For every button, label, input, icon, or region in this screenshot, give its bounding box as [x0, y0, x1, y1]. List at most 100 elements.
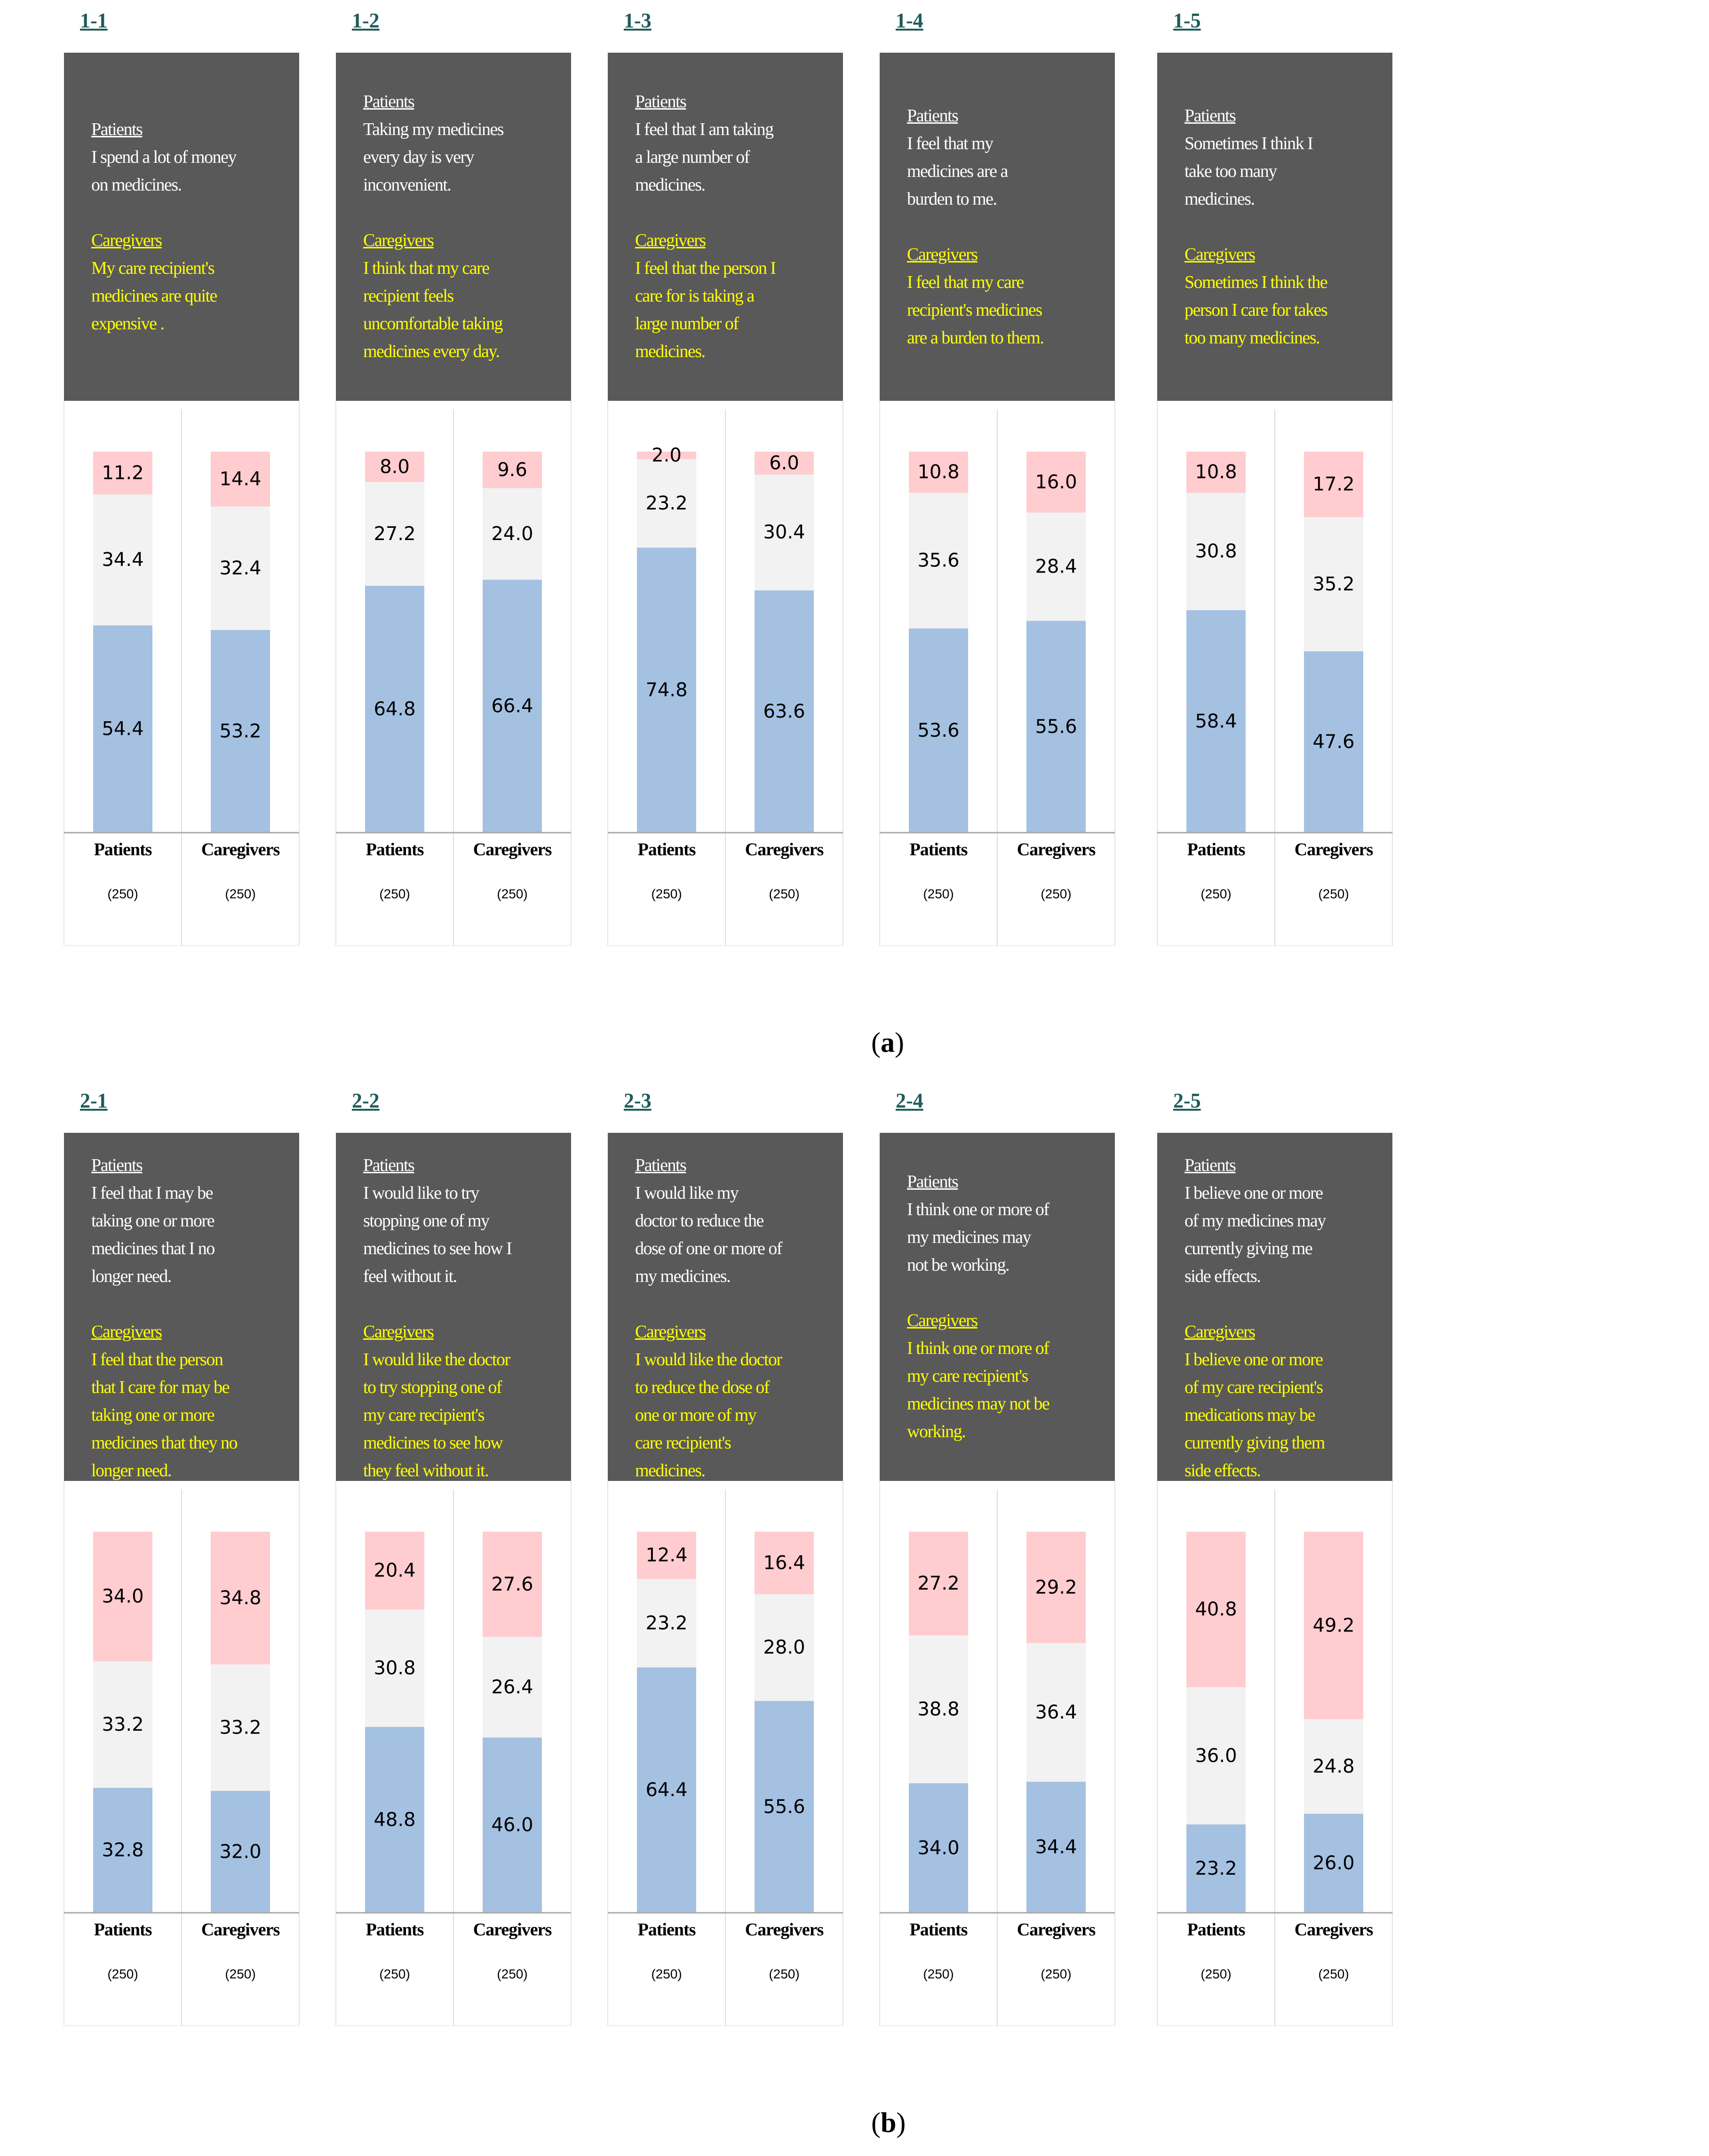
- data-label: 27.6: [491, 1574, 533, 1595]
- question-box: [608, 53, 843, 401]
- bar-segment-agree: [637, 1667, 696, 1913]
- data-label: 26.4: [491, 1676, 533, 1698]
- bar-segment-disagree: [637, 452, 696, 460]
- bar-segment-agree: [483, 1737, 542, 1913]
- question-text: Patients I would like my doctor to reduce …: [635, 1152, 783, 1485]
- x-tick-label: Patients: [638, 1920, 696, 1940]
- data-label: 11.2: [102, 462, 143, 484]
- patients-header: Patients: [91, 1155, 143, 1175]
- caregivers-statement-line: medicines that they no: [91, 1433, 238, 1453]
- patients-statement-line: side effects.: [1184, 1266, 1261, 1286]
- data-label: 35.6: [917, 550, 959, 572]
- x-tick-label: Caregivers: [1295, 840, 1373, 859]
- data-label: 40.8: [1195, 1599, 1237, 1620]
- patients-statement-line: inconvenient.: [363, 175, 452, 195]
- caregivers-statement-line: my care recipient's: [363, 1405, 485, 1425]
- bar-segment-neutral: [483, 1637, 542, 1738]
- data-label: 34.0: [917, 1837, 959, 1859]
- bar-segment-agree: [1186, 610, 1246, 833]
- bar-segment-disagree: [1304, 452, 1363, 517]
- data-label: 54.4: [102, 718, 143, 740]
- bar-segment-disagree: [211, 452, 270, 507]
- bar-segment-agree: [755, 1701, 814, 1913]
- data-label: 23.2: [1195, 1858, 1237, 1879]
- bar-segment-agree: [1304, 651, 1363, 833]
- caregivers-statement-line: are a burden to them.: [907, 328, 1044, 348]
- bar-segment-neutral: [637, 1579, 696, 1668]
- caregivers-statement-line: of my care recipient's: [1184, 1377, 1323, 1397]
- patients-statement-line: feel without it.: [363, 1266, 457, 1286]
- bar-segment-neutral: [755, 1594, 814, 1701]
- sample-size-label: (250): [923, 887, 954, 901]
- data-label: 9.6: [497, 459, 527, 481]
- caregivers-statement-line: medicines are quite: [91, 286, 217, 306]
- bar-segment-neutral: [93, 1661, 152, 1788]
- data-label: 10.8: [917, 461, 959, 483]
- caregivers-statement-line: medicines.: [635, 342, 706, 361]
- caregivers-header: Caregivers: [363, 231, 434, 250]
- data-label: 32.8: [102, 1839, 143, 1861]
- bar-segment-disagree: [1186, 1532, 1246, 1687]
- bar-segment-agree: [365, 586, 424, 833]
- caregivers-statement-line: I feel that the person I: [635, 258, 776, 278]
- caption-part: ): [894, 1027, 904, 1058]
- x-tick-label: Patients: [94, 840, 152, 859]
- patients-header: Patients: [907, 1172, 959, 1192]
- caregivers-statement-line: they feel without it.: [363, 1461, 489, 1480]
- x-tick-label: Caregivers: [473, 840, 552, 859]
- patients-statement-line: on medicines.: [91, 175, 182, 195]
- caregivers-header: Caregivers: [907, 1311, 978, 1330]
- data-label: 26.0: [1312, 1853, 1354, 1874]
- panel-id: 2-1: [80, 1089, 108, 1112]
- data-label: 48.8: [374, 1809, 415, 1830]
- x-tick-label: Patients: [910, 840, 968, 859]
- bar-segment-agree: [1304, 1814, 1363, 1913]
- bar-segment-neutral: [637, 459, 696, 548]
- data-label: 30.8: [374, 1657, 415, 1679]
- sample-size-label: (250): [651, 887, 682, 901]
- patients-statement-line: Taking my medicines: [363, 119, 504, 139]
- caregivers-statement-line: my care recipient's: [907, 1366, 1028, 1386]
- bar-segment-disagree: [365, 452, 424, 482]
- bar-segment-agree: [365, 1726, 424, 1913]
- bar-segment-neutral: [909, 493, 968, 629]
- question-text: Patients I feel that my medicines are a bur…: [907, 102, 1044, 352]
- question-box: [64, 1133, 299, 1481]
- data-label: 23.2: [645, 493, 687, 514]
- bar-segment-neutral: [755, 474, 814, 590]
- patients-statement-line: every day is very: [363, 147, 475, 167]
- caption-part: a: [880, 1027, 895, 1058]
- caregivers-header: Caregivers: [635, 231, 706, 250]
- x-tick-label: Patients: [910, 1920, 968, 1940]
- question-box: [1157, 1133, 1392, 1481]
- patients-statement-line: I spend a lot of money: [91, 147, 237, 167]
- bar-segment-neutral: [365, 1609, 424, 1727]
- caregivers-header: Caregivers: [363, 1322, 434, 1342]
- bar-segment-disagree: [909, 1532, 968, 1636]
- data-label: 74.8: [645, 679, 687, 701]
- question-text: Patients I believe one or more of my medic…: [1184, 1152, 1326, 1485]
- bar-segment-disagree: [365, 1532, 424, 1610]
- sample-size-label: (250): [497, 887, 527, 901]
- panel-id: 2-5: [1173, 1089, 1201, 1112]
- sample-size-label: (250): [379, 1967, 410, 1981]
- sample-size-label: (250): [1041, 887, 1071, 901]
- bar-segment-disagree: [1186, 452, 1246, 493]
- caregivers-header: Caregivers: [1184, 1322, 1256, 1342]
- data-label: 32.4: [219, 557, 261, 579]
- data-label: 34.8: [219, 1587, 261, 1609]
- x-tick-label: Patients: [94, 1920, 152, 1940]
- sample-size-label: (250): [225, 887, 255, 901]
- patients-statement-line: taking one or more: [91, 1211, 215, 1231]
- caregivers-statement-line: recipient's medicines: [907, 300, 1042, 320]
- sample-size-label: (250): [651, 1967, 682, 1981]
- patients-header: Patients: [907, 106, 959, 126]
- x-tick-label: Patients: [1187, 840, 1245, 859]
- patients-statement-line: burden to me.: [907, 189, 997, 209]
- data-label: 32.0: [219, 1841, 261, 1862]
- caregivers-header: Caregivers: [91, 231, 162, 250]
- question-box: [880, 53, 1115, 401]
- caregivers-header: Caregivers: [1184, 245, 1256, 264]
- sample-size-label: (250): [1318, 1967, 1349, 1981]
